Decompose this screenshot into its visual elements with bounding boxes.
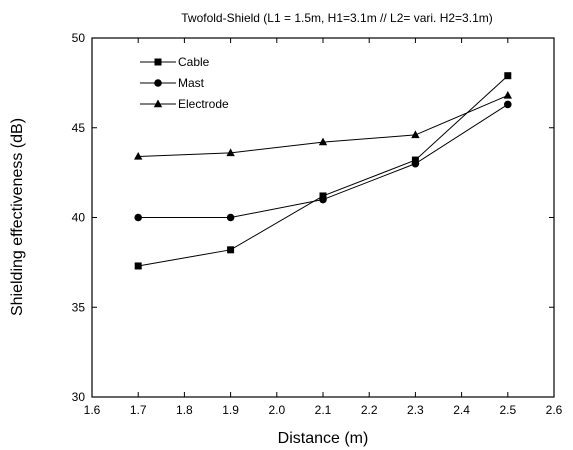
data-point-electrode xyxy=(226,148,235,157)
x-tick-label: 1.8 xyxy=(176,403,193,417)
data-point-cable xyxy=(134,262,142,270)
x-tick-label: 2.6 xyxy=(546,403,563,417)
data-point-mast xyxy=(226,213,235,222)
data-point-mast xyxy=(411,159,420,168)
y-tick-label: 40 xyxy=(72,211,86,225)
data-point-mast xyxy=(319,195,327,204)
x-tick-label: 2.0 xyxy=(268,403,285,417)
data-point-electrode xyxy=(318,137,328,146)
x-tick-label: 2.5 xyxy=(499,403,516,417)
data-point-cable xyxy=(504,72,512,80)
data-point-electrode xyxy=(503,90,512,99)
data-point-electrode xyxy=(411,130,420,139)
legend-marker-mast xyxy=(154,79,162,87)
legend-label: Cable xyxy=(178,55,210,69)
legend: Cable Mast Electrode xyxy=(140,55,229,111)
x-tick-label: 1.7 xyxy=(130,403,147,417)
legend-label: Electrode xyxy=(178,97,229,111)
x-axis-label: Distance (m) xyxy=(278,430,369,447)
legend-label: Mast xyxy=(178,76,205,90)
data-point-electrode xyxy=(134,151,143,160)
x-tick-label: 1.9 xyxy=(222,403,239,417)
series-electrode xyxy=(134,90,512,160)
legend-marker-electrode xyxy=(153,99,163,108)
y-axis-label: Shielding effectiveness (dB) xyxy=(9,118,26,316)
x-tick-label: 2.2 xyxy=(361,403,378,417)
data-point-cable xyxy=(227,246,235,254)
chart-title: Twofold-Shield (L1 = 1.5m, H1=3.1m // L2… xyxy=(181,11,492,25)
x-tick-label: 2.1 xyxy=(315,403,332,417)
data-point-mast xyxy=(134,213,142,222)
y-tick-label: 30 xyxy=(72,390,86,404)
legend-item-cable: Cable xyxy=(140,55,210,69)
y-tick-label: 50 xyxy=(72,31,86,45)
data-point-mast xyxy=(504,100,512,109)
plot-area: 1.6 1.7 1.8 1.9 2.0 2.1 2.2 2.3 2.4 2.5 2.6 30 35 40… xyxy=(72,31,563,417)
legend-item-mast: Mast xyxy=(140,76,205,90)
y-tick-label: 35 xyxy=(72,300,86,314)
x-axis-ticks: 1.6 1.7 1.8 1.9 2.0 2.1 2.2 2.3 2.4 2.5 2.6 xyxy=(84,38,563,417)
legend-marker-cable xyxy=(154,58,162,66)
legend-item-electrode: Electrode xyxy=(140,97,229,111)
series-layer xyxy=(134,72,512,270)
x-tick-label: 1.6 xyxy=(84,403,101,417)
x-tick-label: 2.4 xyxy=(453,403,470,417)
y-axis-ticks: 30 35 40 45 50 xyxy=(72,31,554,404)
y-tick-label: 45 xyxy=(72,121,86,135)
series-mast xyxy=(134,100,512,222)
x-tick-label: 2.3 xyxy=(407,403,424,417)
